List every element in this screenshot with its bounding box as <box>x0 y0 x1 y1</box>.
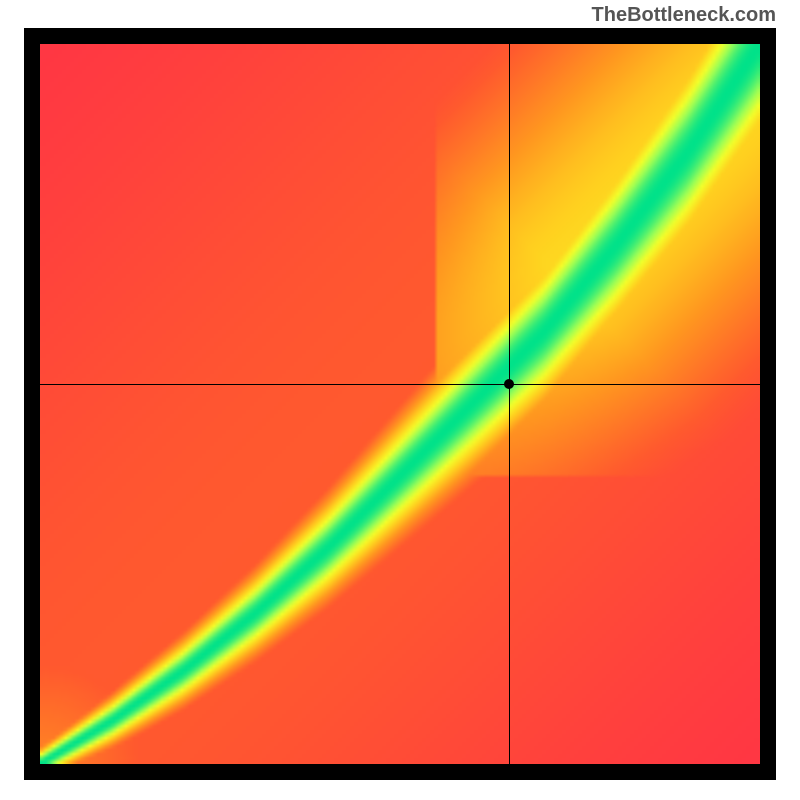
chart-container: TheBottleneck.com <box>0 0 800 800</box>
crosshair-horizontal <box>40 384 760 385</box>
attribution-text: TheBottleneck.com <box>592 4 776 27</box>
plot-area <box>40 44 760 764</box>
crosshair-vertical <box>509 44 510 764</box>
data-point-marker <box>504 379 514 389</box>
heatmap-canvas <box>40 44 760 764</box>
chart-frame <box>24 28 776 780</box>
